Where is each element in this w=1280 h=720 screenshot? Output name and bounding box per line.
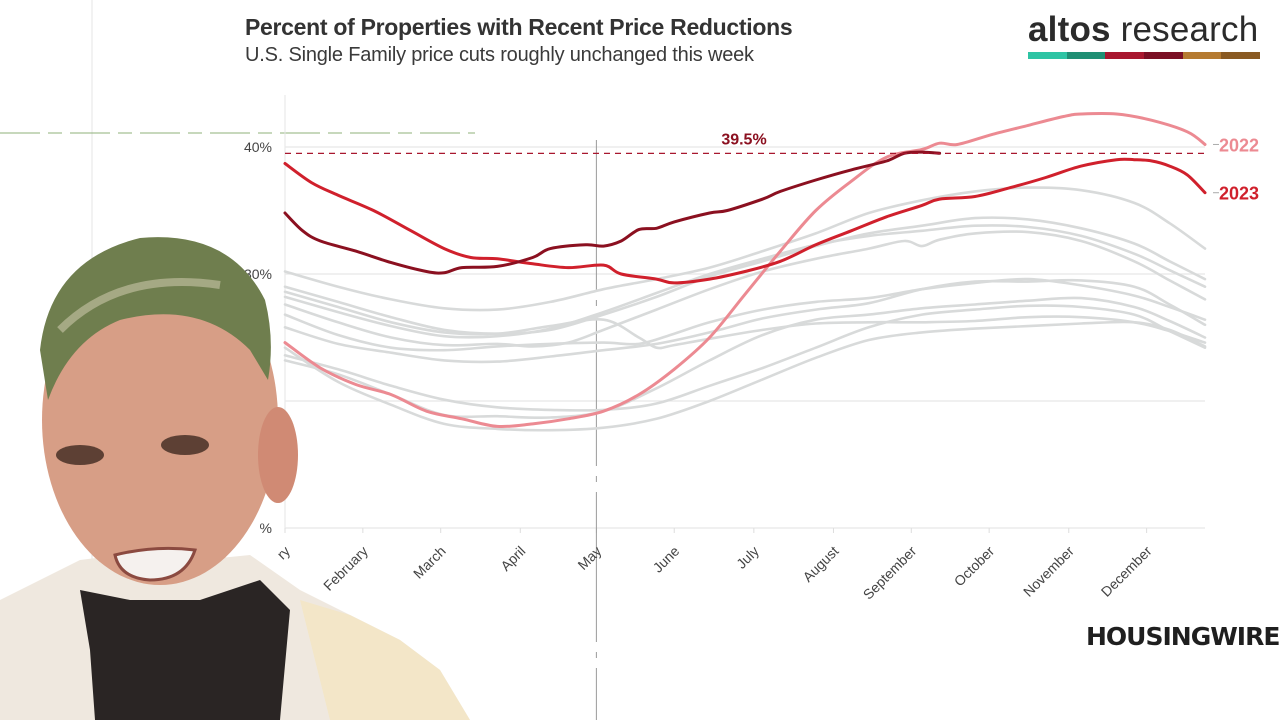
series-line-history-c — [283, 224, 1207, 339]
series-line-history-a — [283, 186, 1207, 312]
logo-wordmark: altos research — [1028, 12, 1260, 48]
presenter-shirt — [80, 580, 290, 720]
series-line-2024 — [283, 150, 942, 275]
presenter-eye-right — [161, 435, 209, 455]
logo-bar-segment — [1144, 52, 1183, 59]
series-lines — [283, 111, 1207, 432]
logo-text-light: research — [1110, 10, 1259, 49]
y-tick-label: % — [260, 520, 272, 536]
logo-bar-segment — [1221, 52, 1261, 59]
presenter-face — [42, 255, 278, 585]
series-line-2023 — [283, 157, 1207, 285]
reference-line-label: 39.5% — [721, 131, 766, 148]
series-line-history-g — [283, 278, 1207, 364]
y-axis-labels: 40%30%% — [244, 139, 272, 536]
presenter-mouth — [113, 546, 198, 582]
y-tick-label: 40% — [244, 139, 272, 155]
presenter-shoulder — [300, 600, 470, 720]
presenter-eye-left — [56, 445, 104, 465]
logo-bar-segment — [1028, 52, 1067, 59]
housingwire-logo: HOUSINGWIRE — [1086, 622, 1280, 651]
annotations: 2022 2023 39.5% — [285, 131, 1259, 204]
logo-color-bar — [1028, 52, 1261, 59]
series-line-2022 — [283, 111, 1207, 429]
presenter-hair — [40, 237, 271, 400]
chart-title: Percent of Properties with Recent Price … — [245, 14, 793, 40]
series-line-history-d — [283, 230, 1207, 348]
altos-research-logo: altos research — [1028, 12, 1261, 59]
presenter-ear — [258, 407, 298, 503]
logo-bar-segment — [1105, 52, 1145, 59]
chart-subtitle: U.S. Single Family price cuts roughly un… — [245, 44, 754, 66]
logo-bar-segment — [1182, 52, 1222, 59]
series-line-history-b — [283, 216, 1207, 335]
series-label-2023: 2023 — [1219, 184, 1259, 204]
series-line-history-j — [283, 320, 1207, 432]
logo-text-bold: altos — [1028, 10, 1111, 49]
series-line-history-h — [283, 304, 1207, 412]
logo-bar-segment — [1066, 52, 1106, 59]
series-line-history-e — [283, 277, 1207, 352]
series-label-2022: 2022 — [1219, 135, 1259, 155]
